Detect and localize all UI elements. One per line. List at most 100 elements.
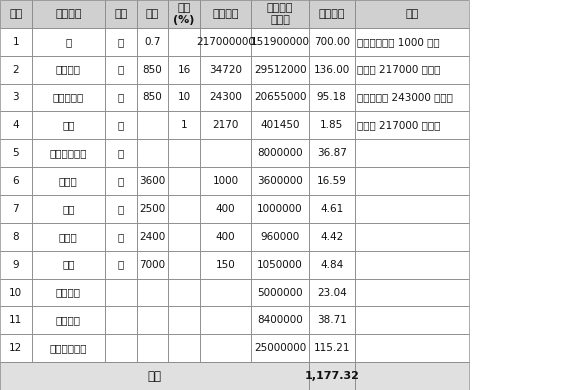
Bar	[251, 278, 309, 307]
Text: 炉体耐火材料: 炉体耐火材料	[50, 148, 87, 158]
Bar	[251, 139, 309, 167]
Bar	[168, 112, 200, 139]
Text: 401450: 401450	[260, 121, 300, 130]
Bar	[168, 223, 200, 251]
Text: 7: 7	[12, 204, 19, 214]
Text: 吨: 吨	[118, 92, 124, 103]
Text: 耗用金额
（元）: 耗用金额 （元）	[267, 3, 294, 25]
Text: 6: 6	[12, 176, 19, 186]
Bar	[32, 167, 105, 195]
Bar	[251, 195, 309, 223]
Bar	[200, 167, 251, 195]
Bar	[0, 56, 32, 83]
Bar	[355, 251, 469, 278]
Bar	[137, 307, 168, 334]
Bar	[0, 83, 32, 112]
Text: 8000000: 8000000	[257, 148, 303, 158]
Bar	[105, 112, 137, 139]
Text: 石灰: 石灰	[62, 121, 74, 130]
Bar	[137, 251, 168, 278]
Text: 151900000: 151900000	[251, 37, 309, 47]
Bar	[200, 112, 251, 139]
Bar	[309, 278, 355, 307]
Bar	[355, 56, 469, 83]
Text: 700.00: 700.00	[314, 37, 350, 47]
Bar	[105, 167, 137, 195]
Bar	[0, 167, 32, 195]
Bar	[251, 334, 309, 362]
Bar	[168, 167, 200, 195]
Text: 12: 12	[9, 343, 22, 353]
Text: 每吨干矿耗用 1000 度电: 每吨干矿耗用 1000 度电	[357, 37, 440, 47]
Bar	[309, 0, 355, 28]
Text: 8400000: 8400000	[257, 316, 303, 325]
Bar	[355, 28, 469, 56]
Text: 按干矿 217000 吨配比: 按干矿 217000 吨配比	[357, 121, 440, 130]
Text: 工人工资: 工人工资	[56, 316, 81, 325]
Text: 千矿成本: 千矿成本	[318, 9, 345, 19]
Text: 电极糊: 电极糊	[59, 176, 77, 186]
Text: 煤及小料: 煤及小料	[56, 65, 81, 74]
Bar	[168, 195, 200, 223]
Text: 按干矿 217000 吨配比: 按干矿 217000 吨配比	[357, 65, 440, 74]
Bar	[309, 28, 355, 56]
Text: 34720: 34720	[209, 65, 242, 74]
Text: 5: 5	[12, 148, 19, 158]
Bar	[355, 167, 469, 195]
Bar	[200, 307, 251, 334]
Text: 1000: 1000	[213, 176, 239, 186]
Text: 38.71: 38.71	[317, 316, 346, 325]
Text: 150: 150	[216, 260, 236, 269]
Bar	[105, 56, 137, 83]
Bar	[309, 223, 355, 251]
Text: 4.61: 4.61	[320, 204, 343, 214]
Bar	[200, 334, 251, 362]
Bar	[355, 223, 469, 251]
Bar	[309, 83, 355, 112]
Bar	[309, 139, 355, 167]
Bar	[32, 83, 105, 112]
Bar	[32, 28, 105, 56]
Text: 2170: 2170	[212, 121, 239, 130]
Bar	[0, 139, 32, 167]
Bar	[105, 83, 137, 112]
Text: 850: 850	[142, 92, 162, 103]
Bar	[251, 83, 309, 112]
Text: 16.59: 16.59	[317, 176, 346, 186]
Text: 固定资产折旧: 固定资产折旧	[50, 343, 87, 353]
Text: 吨: 吨	[118, 176, 124, 186]
Text: 1.85: 1.85	[320, 121, 343, 130]
Bar	[105, 278, 137, 307]
Text: 23.04: 23.04	[317, 287, 346, 298]
Bar	[137, 334, 168, 362]
Bar	[105, 195, 137, 223]
Text: 1,177.32: 1,177.32	[304, 371, 359, 381]
Bar	[105, 0, 137, 28]
Text: 25000000: 25000000	[254, 343, 306, 353]
Bar	[32, 195, 105, 223]
Bar	[355, 0, 469, 28]
Bar	[309, 307, 355, 334]
Text: 7000: 7000	[139, 260, 165, 269]
Bar	[168, 307, 200, 334]
Text: 柴油: 柴油	[62, 260, 74, 269]
Bar	[309, 362, 355, 390]
Bar	[137, 56, 168, 83]
Text: 单位: 单位	[114, 9, 127, 19]
Bar	[137, 28, 168, 56]
Text: 8: 8	[12, 232, 19, 242]
Bar	[309, 195, 355, 223]
Bar	[137, 278, 168, 307]
Bar	[355, 112, 469, 139]
Text: 备注: 备注	[405, 9, 418, 19]
Text: 36.87: 36.87	[317, 148, 346, 158]
Text: 吨: 吨	[118, 121, 124, 130]
Bar	[200, 251, 251, 278]
Text: 吨: 吨	[118, 148, 124, 158]
Text: 9: 9	[12, 260, 19, 269]
Text: 吨: 吨	[118, 65, 124, 74]
Bar	[32, 251, 105, 278]
Bar	[137, 0, 168, 28]
Text: 5000000: 5000000	[257, 287, 303, 298]
Bar	[251, 251, 309, 278]
